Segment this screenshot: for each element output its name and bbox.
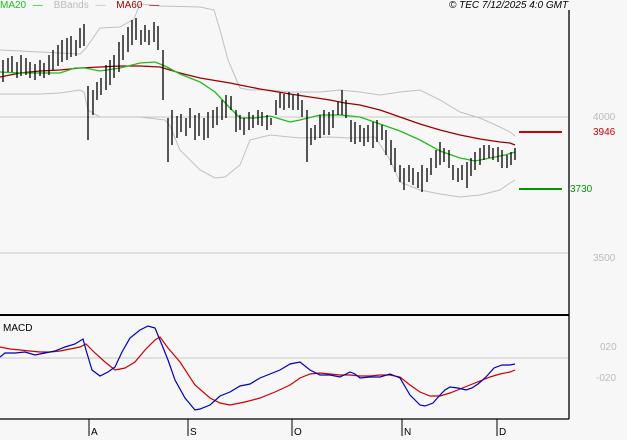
month-label-a: A <box>91 427 98 438</box>
ma20-line <box>0 61 516 162</box>
macd-title: MACD <box>3 323 33 334</box>
macd-label-pos: 020 <box>600 342 617 353</box>
month-label-o: O <box>294 427 302 438</box>
copyright-timestamp: © TEC 7/12/2025 4:0 GMT <box>449 0 569 11</box>
ma60-line <box>0 65 516 146</box>
price-label-3500: 3500 <box>593 253 616 264</box>
legend-ma60: MA60 — <box>116 0 160 11</box>
macd-label-neg: -020 <box>596 373 617 384</box>
month-label-n: N <box>404 427 412 438</box>
resistance-label: 3946 <box>593 127 616 138</box>
legend-ma20: MA20 — <box>0 0 43 11</box>
price-label-4000: 4000 <box>593 112 616 123</box>
ohlc-bars <box>2 18 516 192</box>
legend-bbands: BBands — <box>53 0 106 11</box>
month-label-s: S <box>190 427 197 438</box>
month-label-d: D <box>499 427 507 438</box>
bbands-upper <box>0 3 516 137</box>
macd-signal-line <box>0 336 516 406</box>
chart-legend: MA20 — BBands — MA60 — <box>0 0 167 11</box>
support-label: 3730 <box>570 184 593 195</box>
macd-line <box>0 325 516 411</box>
bbands-lower <box>0 89 516 198</box>
